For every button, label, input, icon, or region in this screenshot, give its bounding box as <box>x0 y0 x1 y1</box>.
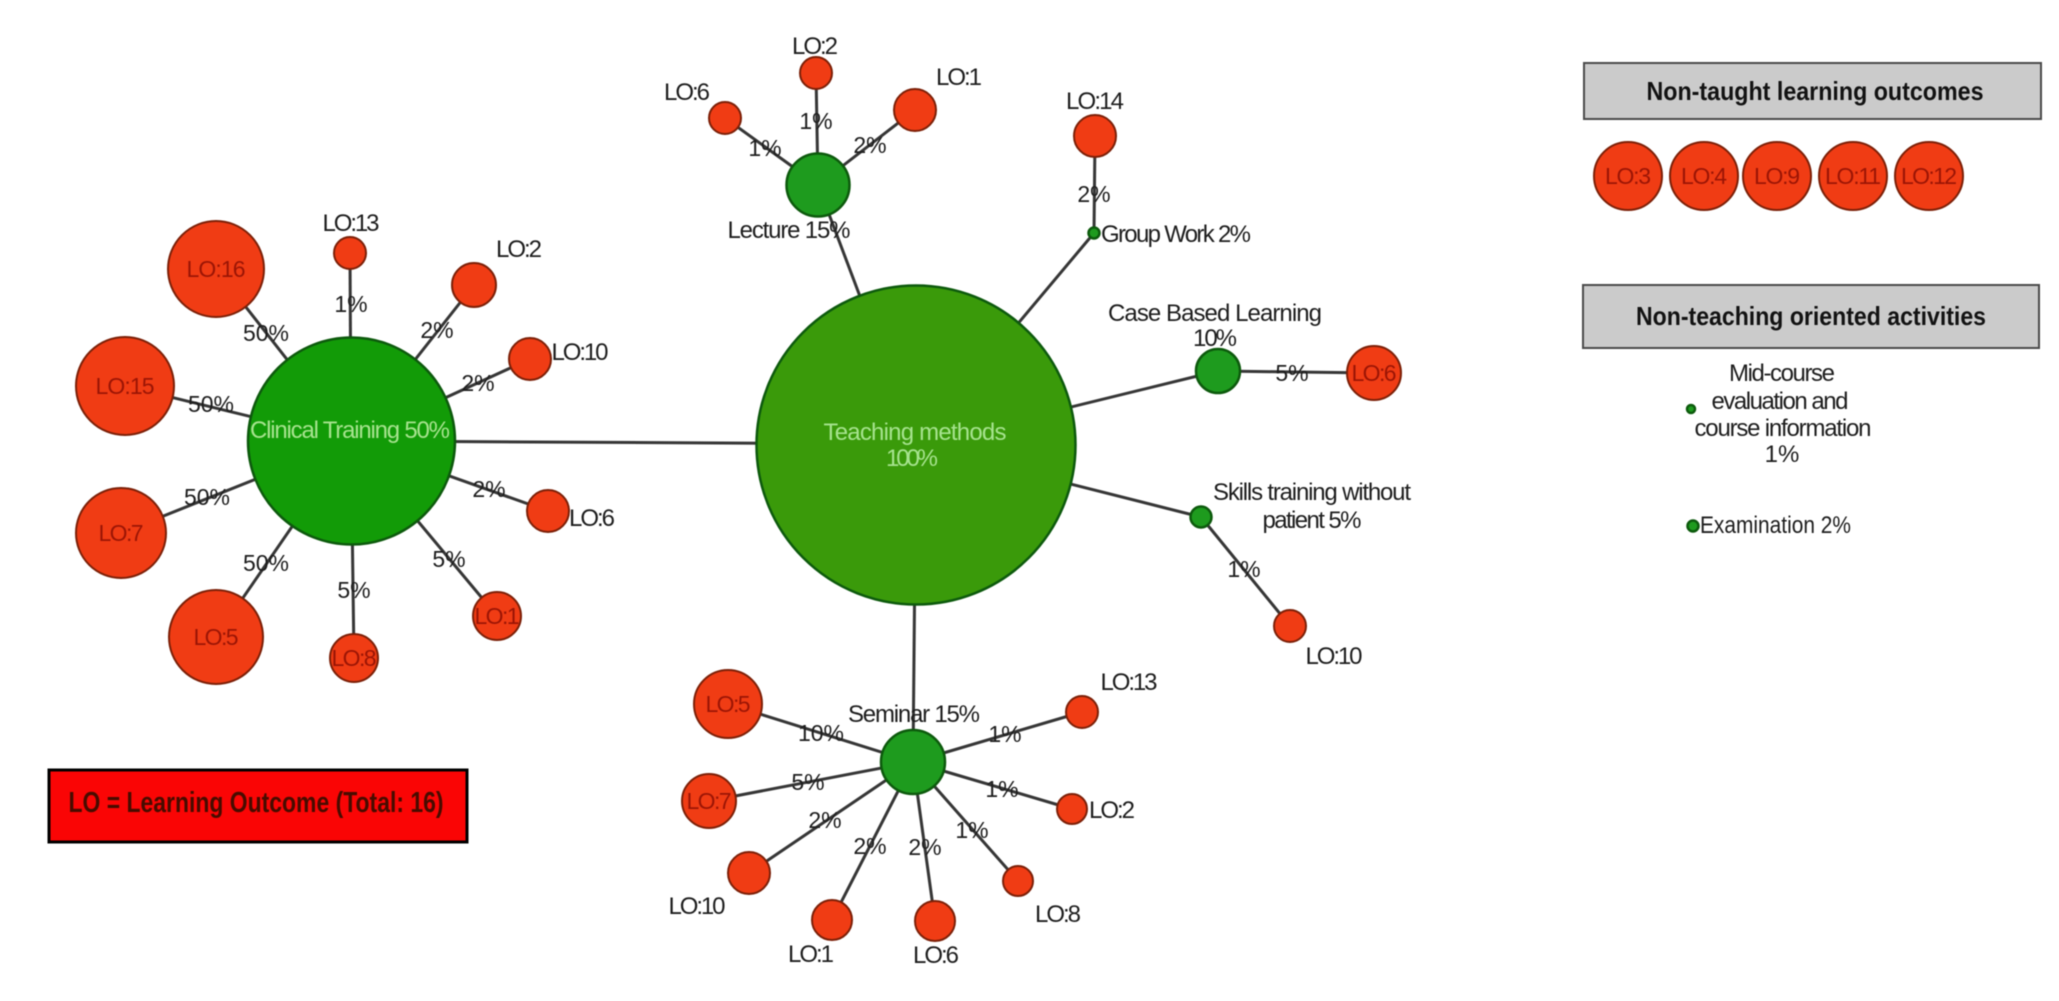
svg-text:2%: 2% <box>1077 181 1110 207</box>
svg-text:Group Work 2%: Group Work 2% <box>1101 221 1251 248</box>
svg-text:Teaching methods: Teaching methods <box>824 419 1007 446</box>
svg-text:LO:2: LO:2 <box>496 236 542 263</box>
svg-text:LO:11: LO:11 <box>1825 163 1881 189</box>
svg-text:LO:2: LO:2 <box>1089 797 1135 824</box>
svg-text:LO = Learning Outcome (Total:: LO = Learning Outcome (Total: 16) <box>69 787 444 819</box>
svg-text:5%: 5% <box>1275 360 1308 386</box>
svg-text:5%: 5% <box>791 769 824 795</box>
svg-text:1%: 1% <box>1227 556 1260 582</box>
svg-text:Examination 2%: Examination 2% <box>1700 512 1851 539</box>
svg-text:LO:6: LO:6 <box>664 79 710 106</box>
svg-text:LO:6: LO:6 <box>569 505 615 532</box>
svg-text:Skills training without: Skills training without <box>1213 479 1411 506</box>
svg-text:50%: 50% <box>184 484 230 510</box>
svg-text:Seminar 15%: Seminar 15% <box>848 701 980 728</box>
svg-text:1%: 1% <box>748 135 781 161</box>
svg-text:LO:10: LO:10 <box>1306 643 1363 670</box>
svg-text:LO:1: LO:1 <box>788 941 834 968</box>
svg-text:LO:6: LO:6 <box>1352 360 1397 386</box>
svg-text:LO:8: LO:8 <box>332 645 377 671</box>
svg-text:2%: 2% <box>461 370 494 396</box>
svg-text:evaluation and: evaluation and <box>1712 388 1849 415</box>
svg-text:LO:5: LO:5 <box>706 691 751 717</box>
svg-text:5%: 5% <box>337 577 370 603</box>
svg-text:2%: 2% <box>908 834 941 860</box>
svg-text:Mid-course: Mid-course <box>1729 360 1835 387</box>
svg-text:LO:10: LO:10 <box>669 893 726 920</box>
svg-text:course information: course information <box>1695 415 1872 442</box>
svg-text:LO:10: LO:10 <box>552 339 609 366</box>
svg-text:LO:5: LO:5 <box>194 624 239 650</box>
svg-text:1%: 1% <box>985 776 1018 802</box>
svg-text:Case Based Learning: Case Based Learning <box>1108 300 1322 327</box>
svg-text:LO:9: LO:9 <box>1754 163 1800 189</box>
svg-text:2%: 2% <box>420 317 453 343</box>
svg-text:Non-teaching oriented activiti: Non-teaching oriented activities <box>1636 301 1986 331</box>
svg-text:2%: 2% <box>853 833 886 859</box>
svg-text:1%: 1% <box>988 721 1021 747</box>
svg-text:LO:4: LO:4 <box>1681 163 1727 189</box>
svg-text:10%: 10% <box>1193 325 1237 352</box>
svg-text:1%: 1% <box>955 817 988 843</box>
svg-text:LO:2: LO:2 <box>792 33 838 60</box>
svg-text:LO:16: LO:16 <box>187 256 246 282</box>
svg-text:LO:13: LO:13 <box>323 210 380 237</box>
svg-text:Lecture 15%: Lecture 15% <box>728 217 851 244</box>
svg-text:LO:14: LO:14 <box>1066 88 1124 115</box>
svg-text:1%: 1% <box>334 291 367 317</box>
svg-text:LO:15: LO:15 <box>96 373 155 399</box>
svg-text:Clinical Training 50%: Clinical Training 50% <box>250 417 450 444</box>
svg-text:50%: 50% <box>188 391 234 417</box>
svg-text:Non-taught learning outcomes: Non-taught learning outcomes <box>1647 76 1984 106</box>
svg-text:LO:13: LO:13 <box>1101 669 1158 696</box>
svg-text:50%: 50% <box>243 320 289 346</box>
svg-text:5%: 5% <box>432 546 465 572</box>
svg-text:100%: 100% <box>886 445 938 472</box>
svg-text:LO:8: LO:8 <box>1035 901 1081 928</box>
svg-text:2%: 2% <box>853 132 886 158</box>
svg-text:LO:7: LO:7 <box>687 788 732 814</box>
svg-text:LO:1: LO:1 <box>475 603 520 629</box>
svg-text:50%: 50% <box>243 550 289 576</box>
svg-text:LO:7: LO:7 <box>99 520 144 546</box>
svg-text:2%: 2% <box>808 807 841 833</box>
svg-text:patient 5%: patient 5% <box>1263 507 1362 534</box>
svg-text:2%: 2% <box>472 476 505 502</box>
svg-text:LO:1: LO:1 <box>936 64 982 91</box>
svg-text:LO:6: LO:6 <box>913 942 959 969</box>
svg-text:LO:12: LO:12 <box>1901 163 1957 189</box>
svg-text:1%: 1% <box>799 108 832 134</box>
svg-text:1%: 1% <box>1765 441 1800 468</box>
svg-text:LO:3: LO:3 <box>1605 163 1651 189</box>
svg-text:10%: 10% <box>798 720 844 746</box>
